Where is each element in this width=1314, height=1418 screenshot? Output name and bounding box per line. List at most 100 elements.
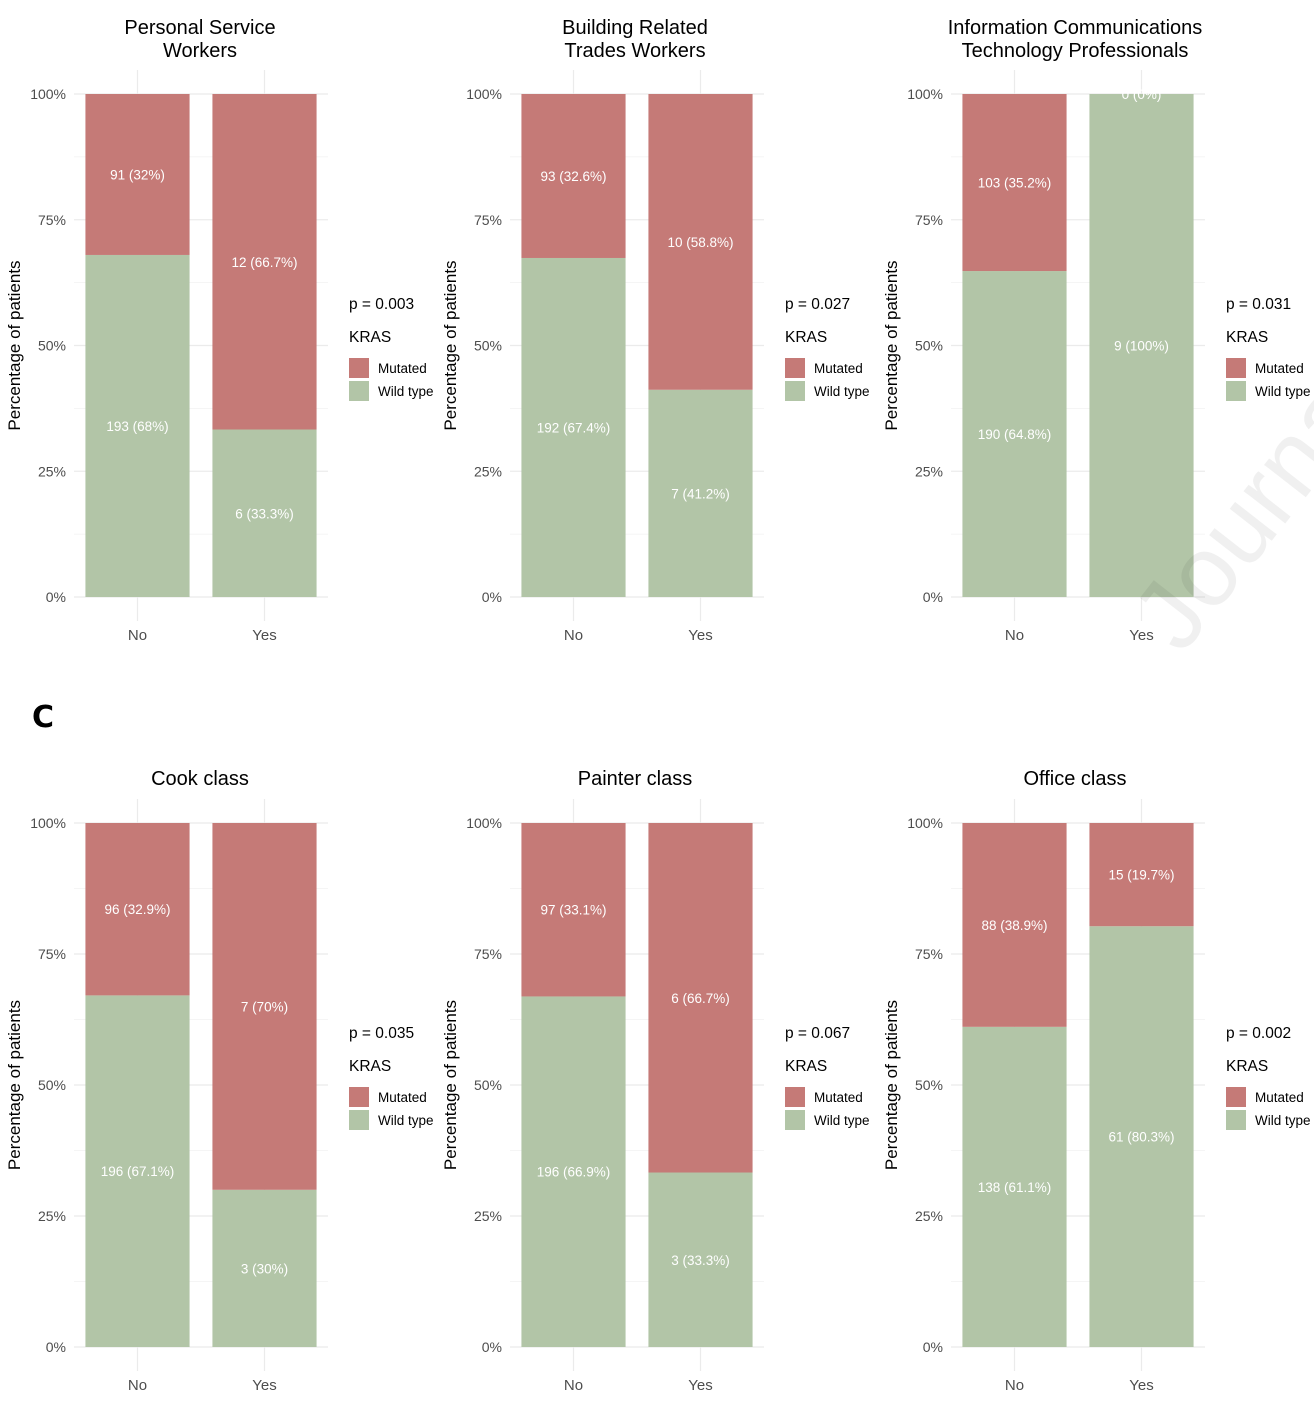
x-tick-label: Yes: [252, 627, 276, 644]
legend-title: KRAS: [1226, 329, 1268, 346]
x-tick-label: Yes: [1129, 1377, 1153, 1394]
bar-mutated: [85, 94, 190, 255]
legend-entry-label: Wild type: [1255, 1113, 1311, 1128]
data-label-wild-type: 9 (100%): [1114, 339, 1169, 354]
data-label-wild-type: 138 (61.1%): [978, 1180, 1052, 1195]
bar-mutated: [212, 823, 317, 1190]
p-value-label: p = 0.002: [1226, 1025, 1291, 1042]
legend-title: KRAS: [1226, 1058, 1268, 1075]
legend-entry-label: Mutated: [1255, 361, 1304, 376]
y-tick-label: 0%: [46, 1339, 66, 1355]
y-tick-label: 25%: [38, 463, 66, 479]
bar-wild-type: [85, 995, 190, 1347]
chart-panel-6: 138 (61.1%) 88 (38.9%) No 61 (80.3%) 15 (19.…: [882, 768, 1311, 1394]
legend-swatch: [349, 1110, 369, 1130]
y-tick-label: 25%: [915, 463, 943, 479]
y-tick-label: 100%: [30, 815, 66, 831]
legend-swatch: [785, 1110, 805, 1130]
bar-wild-type: [1089, 94, 1194, 597]
x-tick-label: Yes: [688, 627, 712, 644]
y-tick-label: 100%: [907, 815, 943, 831]
chart-title: Trades Workers: [564, 40, 705, 62]
y-tick-label: 25%: [474, 1208, 502, 1224]
data-label-mutated: 88 (38.9%): [981, 918, 1047, 933]
bar-mutated: [962, 823, 1067, 1027]
legend-swatch: [349, 381, 369, 401]
legend-swatch: [785, 381, 805, 401]
data-label-wild-type: 192 (67.4%): [537, 420, 611, 435]
data-label-mutated: 10 (58.8%): [667, 235, 733, 250]
legend-title: KRAS: [349, 1058, 391, 1075]
p-value-label: p = 0.031: [1226, 296, 1291, 313]
data-label-mutated: 6 (66.7%): [671, 991, 730, 1006]
chart-title: Office class: [1024, 768, 1127, 790]
bar-mutated: [648, 823, 753, 1173]
y-tick-label: 75%: [915, 946, 943, 962]
y-tick-label: 0%: [923, 1339, 943, 1355]
y-tick-label: 100%: [466, 815, 502, 831]
bar-mutated: [85, 823, 190, 996]
legend-title: KRAS: [349, 329, 391, 346]
chart-title: Personal Service: [124, 17, 275, 39]
bar-wild-type: [85, 254, 190, 597]
x-tick-label: No: [1005, 1377, 1024, 1394]
y-tick-label: 50%: [915, 1077, 943, 1093]
y-tick-label: 50%: [915, 338, 943, 354]
data-label-mutated: 93 (32.6%): [540, 169, 606, 184]
chart-panel-2: 192 (67.4%) 93 (32.6%) No 7 (41.2%) 10 (58.8…: [441, 17, 870, 644]
bar-wild-type: [521, 996, 626, 1347]
p-value-label: p = 0.035: [349, 1025, 414, 1042]
chart-title: Cook class: [151, 768, 249, 790]
bar-wild-type: [648, 1172, 753, 1347]
x-tick-label: Yes: [1129, 627, 1153, 644]
legend-entry-label: Mutated: [378, 361, 427, 376]
x-tick-label: No: [128, 1377, 147, 1394]
y-tick-label: 50%: [38, 1077, 66, 1093]
chart-panel-4: 196 (67.1%) 96 (32.9%) No 3 (30%) 7 (70%) Yes…: [5, 768, 434, 1394]
y-tick-label: 25%: [38, 1208, 66, 1224]
x-tick-label: Yes: [252, 1377, 276, 1394]
legend-title: KRAS: [785, 1058, 827, 1075]
bar-mutated: [962, 94, 1067, 272]
y-tick-label: 50%: [474, 1077, 502, 1093]
y-axis-label: Percentage of patients: [882, 1000, 901, 1170]
data-label-wild-type: 3 (33.3%): [671, 1253, 730, 1268]
bar-wild-type: [648, 389, 753, 597]
y-tick-label: 75%: [38, 946, 66, 962]
chart-title: Painter class: [578, 768, 693, 790]
p-value-label: p = 0.067: [785, 1025, 850, 1042]
data-label-mutated: 91 (32%): [110, 167, 165, 182]
data-label-mutated: 97 (33.1%): [540, 903, 606, 918]
legend-swatch: [349, 358, 369, 378]
y-tick-label: 0%: [482, 589, 502, 605]
legend-entry-label: Wild type: [378, 1113, 434, 1128]
chart-panel-5: 196 (66.9%) 97 (33.1%) No 3 (33.3%) 6 (66.7%…: [441, 768, 870, 1394]
legend-entry-label: Wild type: [378, 384, 434, 399]
bar-mutated: [521, 823, 626, 997]
bar-mutated: [521, 94, 626, 258]
data-label-wild-type: 193 (68%): [106, 419, 168, 434]
x-tick-label: No: [1005, 627, 1024, 644]
data-label-mutated: 15 (19.7%): [1108, 868, 1174, 883]
data-label-mutated: 7 (70%): [241, 999, 288, 1014]
bar-mutated: [1089, 823, 1194, 927]
chart-title: Information Communications: [948, 17, 1203, 39]
y-tick-label: 75%: [474, 212, 502, 228]
y-tick-label: 100%: [30, 86, 66, 102]
y-axis-label: Percentage of patients: [882, 260, 901, 430]
p-value-label: p = 0.003: [349, 296, 414, 313]
bar-wild-type: [962, 271, 1067, 597]
y-axis-label: Percentage of patients: [441, 1000, 460, 1170]
legend-entry-label: Mutated: [1255, 1090, 1304, 1105]
legend-entry-label: Wild type: [1255, 384, 1311, 399]
legend-entry-label: Wild type: [814, 1113, 870, 1128]
legend-swatch: [1226, 1087, 1246, 1107]
legend-title: KRAS: [785, 329, 827, 346]
data-label-mutated: 96 (32.9%): [104, 902, 170, 917]
legend-swatch: [1226, 358, 1246, 378]
legend-entry-label: Wild type: [814, 384, 870, 399]
bar-wild-type: [212, 1189, 317, 1347]
data-label-wild-type: 190 (64.8%): [978, 427, 1052, 442]
legend-entry-label: Mutated: [814, 361, 863, 376]
